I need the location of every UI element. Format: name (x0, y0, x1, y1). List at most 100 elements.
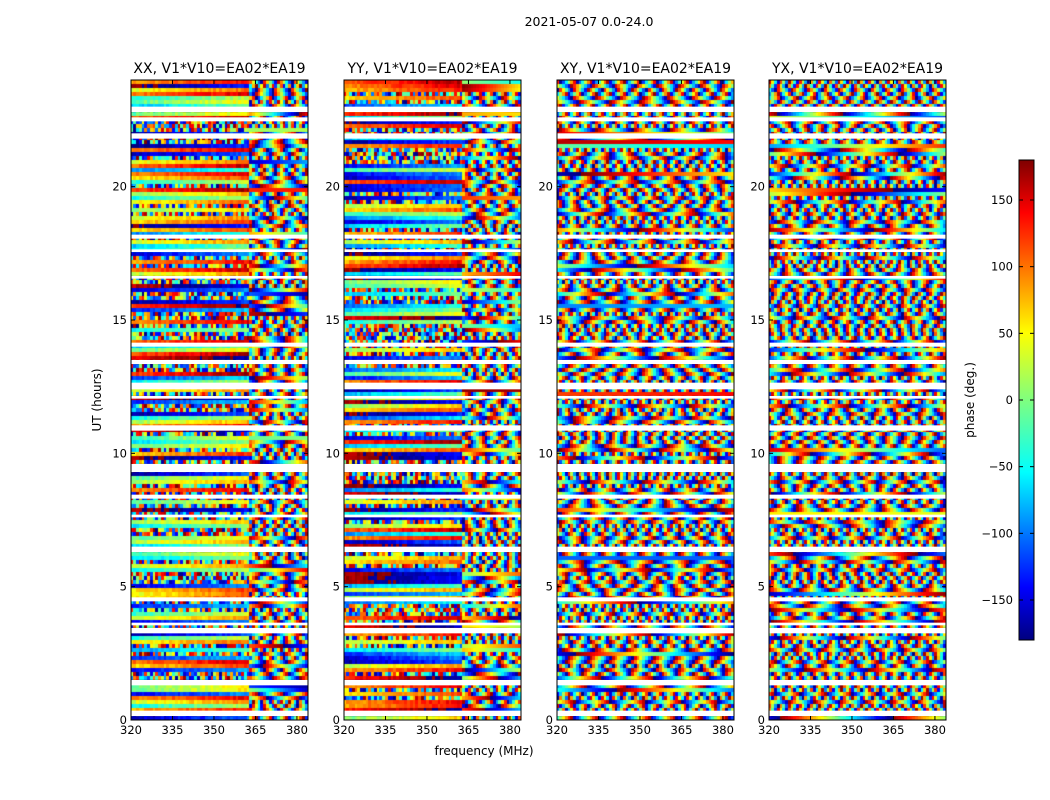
data-gap (557, 546, 734, 552)
data-gap (769, 622, 946, 626)
data-gap (557, 514, 734, 518)
data-gap (344, 710, 521, 716)
x-tick-label: 335 (162, 723, 184, 737)
y-tick-label: 0 (546, 713, 553, 727)
data-gap (131, 342, 308, 347)
y-tick-label: 20 (538, 180, 553, 194)
data-gap (769, 360, 946, 364)
phase-heatmap-xy (557, 80, 734, 720)
data-gap (344, 628, 521, 634)
data-gap (769, 396, 946, 399)
data-gap (344, 622, 521, 626)
y-tick-label: 5 (758, 580, 765, 594)
panel-xy: XY, V1*V10=EA02*EA19 320 335 350 365 380 0 5 10 1… (538, 61, 735, 737)
data-gap (131, 396, 308, 399)
phase-heatmap-yx (769, 80, 946, 720)
data-gap (344, 425, 521, 431)
x-tick-label: 365 (882, 723, 904, 737)
x-tick-label: 365 (457, 723, 479, 737)
data-gap (769, 514, 946, 518)
phase-panels: XX, V1*V10=EA02*EA19 320 335 350 365 380 0 5 10 1… (112, 61, 947, 737)
data-gap (344, 464, 521, 472)
data-gap (557, 680, 734, 686)
x-tick-label: 350 (841, 723, 863, 737)
data-gap (769, 234, 946, 239)
phase-heatmap-xx (131, 80, 308, 720)
data-gap (557, 710, 734, 716)
data-gap (131, 546, 308, 552)
phase-heatmap-yy (344, 80, 521, 720)
y-tick-label: 0 (120, 713, 127, 727)
y-tick-label: 0 (758, 713, 765, 727)
data-gap (557, 106, 734, 112)
y-tick-label: 15 (750, 313, 765, 327)
data-gap (344, 494, 521, 499)
y-tick-label: 0 (333, 713, 340, 727)
data-gap (344, 514, 521, 518)
y-tick-label: 10 (112, 446, 127, 460)
x-tick-label: 350 (416, 723, 438, 737)
colorbar-tick-label: 150 (991, 193, 1013, 207)
x-tick-label: 350 (629, 723, 651, 737)
panel-title: YX, V1*V10=EA02*EA19 (771, 61, 943, 77)
panel-frame (768, 79, 947, 721)
data-gap (344, 117, 521, 122)
x-tick-label: 320 (120, 723, 142, 737)
data-gap (344, 106, 521, 112)
data-gap (131, 382, 308, 390)
x-tick-label: 380 (286, 723, 308, 737)
panel-title: XX, V1*V10=EA02*EA19 (133, 61, 305, 77)
x-tick-label: 380 (499, 723, 521, 737)
y-tick-label: 10 (325, 446, 340, 460)
data-gap (557, 276, 734, 279)
data-gap (131, 710, 308, 716)
x-tick-label: 320 (546, 723, 568, 737)
x-tick-label: 320 (333, 723, 355, 737)
data-gap (557, 396, 734, 399)
data-gap (131, 680, 308, 686)
y-tick-label: 10 (750, 446, 765, 460)
x-tick-label: 335 (588, 723, 610, 737)
x-axis-label: frequency (MHz) (434, 744, 533, 758)
x-tick-label: 320 (758, 723, 780, 737)
data-gap (131, 117, 308, 122)
x-tick-label: 365 (670, 723, 692, 737)
data-gap (557, 628, 734, 634)
y-tick-label: 20 (112, 180, 127, 194)
colorbar-tick-label: −50 (989, 460, 1013, 474)
data-gap (769, 597, 946, 602)
data-gap (344, 597, 521, 602)
data-gap (344, 396, 521, 399)
panel-yx: YX, V1*V10=EA02*EA19 320 335 350 365 380 0 5 10 1… (750, 61, 947, 737)
y-tick-label: 5 (546, 580, 553, 594)
data-gap (557, 382, 734, 390)
data-gap (131, 425, 308, 431)
panel-frame (343, 79, 522, 721)
y-tick-label: 5 (333, 580, 340, 594)
data-gap (557, 597, 734, 602)
data-gap (131, 249, 308, 252)
data-gap (557, 425, 734, 431)
data-gap (557, 117, 734, 122)
data-gap (557, 464, 734, 472)
y-tick-label: 20 (325, 180, 340, 194)
data-gap (769, 342, 946, 347)
data-gap (344, 234, 521, 239)
data-gap (769, 494, 946, 499)
panel-frame (556, 79, 735, 721)
data-gap (344, 680, 521, 686)
data-gap (769, 546, 946, 552)
data-gap (344, 249, 521, 252)
data-gap (769, 106, 946, 112)
x-tick-label: 335 (800, 723, 822, 737)
colorbar-label: phase (deg.) (963, 362, 977, 438)
data-gap (344, 382, 521, 390)
panel-frame (130, 79, 309, 721)
data-gap (344, 133, 521, 139)
data-gap (344, 276, 521, 279)
data-gap (131, 628, 308, 634)
data-gap (769, 628, 946, 634)
data-gap (131, 622, 308, 626)
colorbar-tick-label: 50 (998, 326, 1013, 340)
